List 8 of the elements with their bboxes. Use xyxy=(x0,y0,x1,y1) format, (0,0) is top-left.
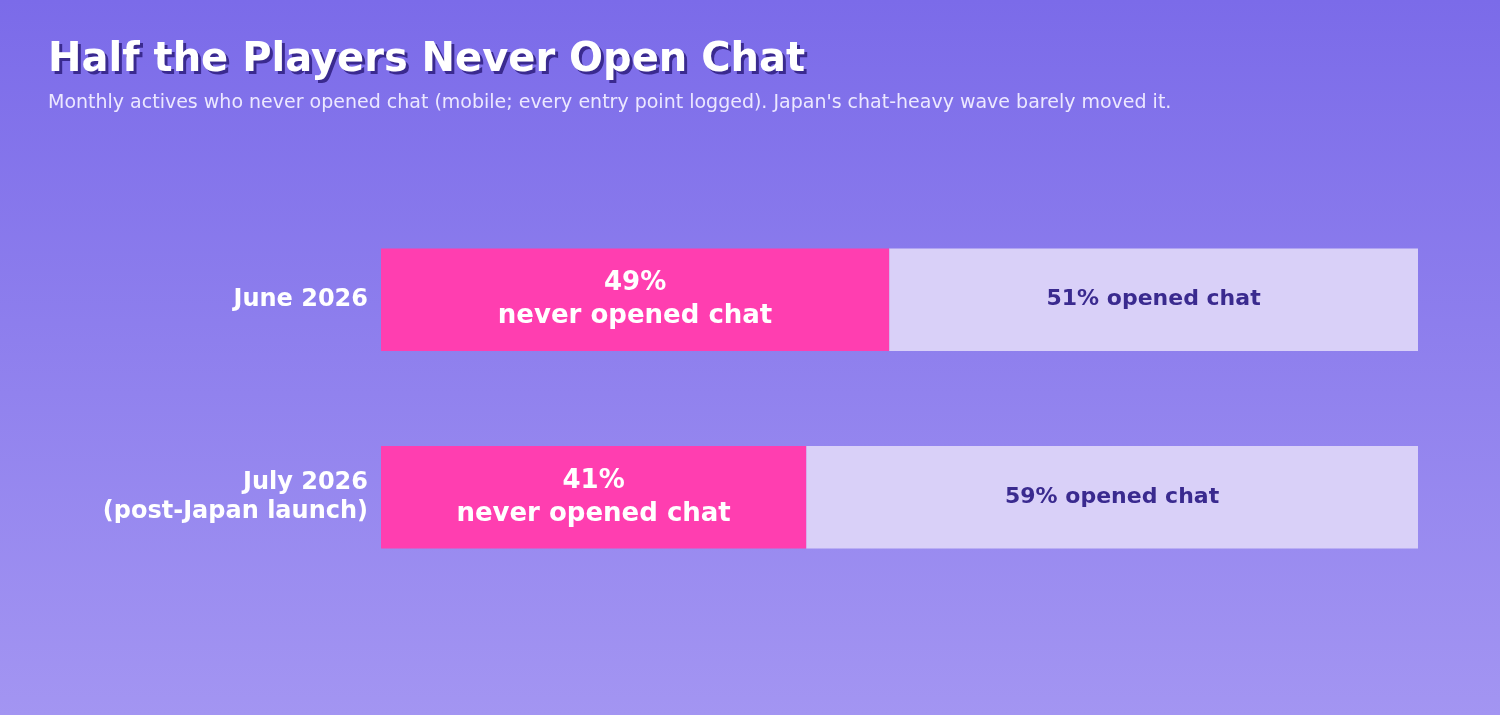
y-tick-label: June 2026 xyxy=(231,283,368,312)
data-label: 41% never opened chat xyxy=(456,463,731,527)
data-label: 51% opened chat xyxy=(1046,285,1262,311)
data-label: 49% never opened chat xyxy=(497,266,773,329)
y-tick-label: July 2026 (post-Japan launch) xyxy=(102,467,368,524)
chart-title: Half the Players Never Open Chat xyxy=(48,34,806,80)
data-label: 59% opened chat xyxy=(1005,482,1220,508)
chart-subtitle: Monthly actives who never opened chat (mobile; every entry point logged). Japan's chat-heavy wave barely moved it. xyxy=(48,90,1172,112)
